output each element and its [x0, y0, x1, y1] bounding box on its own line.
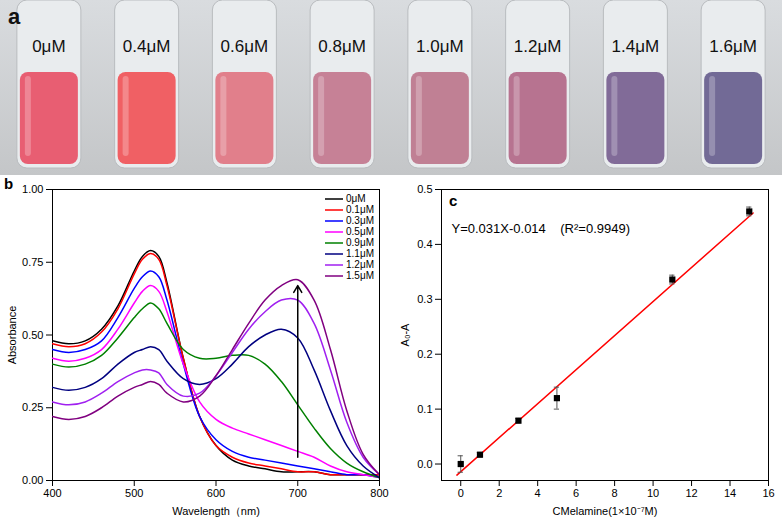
- svg-text:0.1: 0.1: [417, 403, 432, 415]
- svg-text:0.75: 0.75: [22, 256, 43, 268]
- html-text:c: c: [449, 192, 458, 209]
- svg-text:0.50: 0.50: [22, 329, 43, 341]
- html-text:b: b: [4, 175, 14, 192]
- svg-text:8: 8: [612, 487, 618, 499]
- svg-text:1.2μM: 1.2μM: [514, 37, 562, 56]
- svg-text:600: 600: [207, 487, 225, 499]
- svg-text:10: 10: [647, 487, 659, 499]
- html-text:1.5μM: 1.5μM: [346, 270, 374, 281]
- svg-text:0.00: 0.00: [22, 474, 43, 486]
- svg-text:0.4μM: 0.4μM: [123, 37, 171, 56]
- svg-text:6: 6: [573, 487, 579, 499]
- svg-text:0.25: 0.25: [22, 401, 43, 413]
- svg-text:0.2: 0.2: [417, 348, 432, 360]
- svg-text:Absorbance: Absorbance: [6, 306, 18, 365]
- svg-text:12: 12: [685, 487, 697, 499]
- svg-text:0.4: 0.4: [417, 238, 432, 250]
- svg-text:0.8μM: 0.8μM: [318, 37, 366, 56]
- svg-text:1.0μM: 1.0μM: [416, 37, 464, 56]
- html-text:0.9μM: 0.9μM: [346, 237, 374, 248]
- html-text:0.3μM: 0.3μM: [346, 215, 374, 226]
- svg-text:a: a: [8, 4, 21, 29]
- svg-text:0.3: 0.3: [417, 293, 432, 305]
- svg-text:0.5: 0.5: [417, 183, 432, 195]
- svg-text:500: 500: [125, 487, 143, 499]
- html-text:1.2μM: 1.2μM: [346, 259, 374, 270]
- svg-text:0: 0: [458, 487, 464, 499]
- svg-text:400: 400: [43, 487, 61, 499]
- html-text:0.5μM: 0.5μM: [346, 226, 374, 237]
- svg-text:Wavelength（nm): Wavelength（nm): [172, 505, 260, 517]
- html-text:1.1μM: 1.1μM: [346, 248, 374, 259]
- svg-text:0μM: 0μM: [32, 37, 65, 56]
- svg-text:4: 4: [535, 487, 541, 499]
- svg-text:1.6μM: 1.6μM: [709, 37, 757, 56]
- svg-text:2: 2: [496, 487, 502, 499]
- svg-text:A₀-A: A₀-A: [399, 323, 411, 347]
- svg-text:CMelamine(1×10⁻⁷M): CMelamine(1×10⁻⁷M): [553, 505, 658, 517]
- svg-text:0.0: 0.0: [417, 458, 432, 470]
- html-text:0μM: 0μM: [346, 193, 366, 204]
- svg-text:0.6μM: 0.6μM: [221, 37, 269, 56]
- svg-text:700: 700: [289, 487, 307, 499]
- svg-text:14: 14: [724, 487, 736, 499]
- html-text:0.1μM: 0.1μM: [346, 204, 374, 215]
- svg-text:800: 800: [370, 487, 388, 499]
- svg-text:1.4μM: 1.4μM: [612, 37, 660, 56]
- svg-text:16: 16: [762, 487, 774, 499]
- svg-text:1.00: 1.00: [22, 183, 43, 195]
- svg-text:Y=0.031X-0.014 (R²=0.9949): Y=0.031X-0.014 (R²=0.9949): [452, 221, 631, 236]
